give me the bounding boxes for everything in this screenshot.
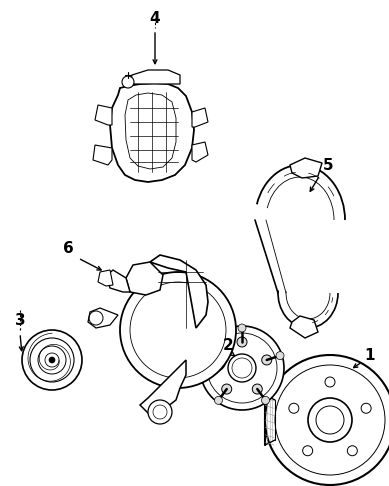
- Text: 2: 2: [223, 337, 233, 352]
- Polygon shape: [192, 108, 208, 127]
- Polygon shape: [140, 360, 186, 415]
- Polygon shape: [130, 70, 180, 84]
- Text: 1: 1: [365, 347, 375, 363]
- Circle shape: [148, 400, 172, 424]
- Circle shape: [22, 330, 82, 390]
- Circle shape: [289, 403, 299, 413]
- Text: 6: 6: [63, 241, 74, 256]
- Text: 4: 4: [150, 11, 160, 25]
- Circle shape: [212, 355, 222, 365]
- Circle shape: [325, 377, 335, 387]
- Polygon shape: [98, 270, 113, 286]
- Polygon shape: [106, 270, 130, 292]
- Circle shape: [200, 352, 208, 360]
- Circle shape: [262, 355, 272, 365]
- Polygon shape: [290, 316, 318, 338]
- Polygon shape: [150, 255, 208, 328]
- Text: 3: 3: [15, 312, 25, 328]
- Polygon shape: [126, 262, 163, 295]
- Polygon shape: [110, 83, 194, 182]
- Circle shape: [222, 384, 232, 394]
- Circle shape: [200, 326, 284, 410]
- Circle shape: [228, 354, 256, 382]
- Circle shape: [308, 398, 352, 442]
- Circle shape: [120, 272, 236, 388]
- Circle shape: [261, 397, 270, 404]
- Circle shape: [49, 357, 55, 363]
- Circle shape: [238, 324, 246, 332]
- Circle shape: [276, 352, 284, 360]
- Circle shape: [347, 446, 357, 456]
- Polygon shape: [290, 158, 322, 178]
- Circle shape: [122, 76, 134, 88]
- Polygon shape: [192, 142, 208, 162]
- Circle shape: [214, 397, 223, 404]
- Polygon shape: [88, 308, 118, 328]
- Circle shape: [303, 446, 313, 456]
- Circle shape: [361, 403, 371, 413]
- Circle shape: [265, 355, 389, 485]
- Polygon shape: [95, 105, 112, 125]
- Circle shape: [252, 384, 262, 394]
- Text: 5: 5: [323, 157, 333, 173]
- Circle shape: [237, 337, 247, 347]
- Circle shape: [202, 348, 226, 372]
- Polygon shape: [93, 145, 112, 165]
